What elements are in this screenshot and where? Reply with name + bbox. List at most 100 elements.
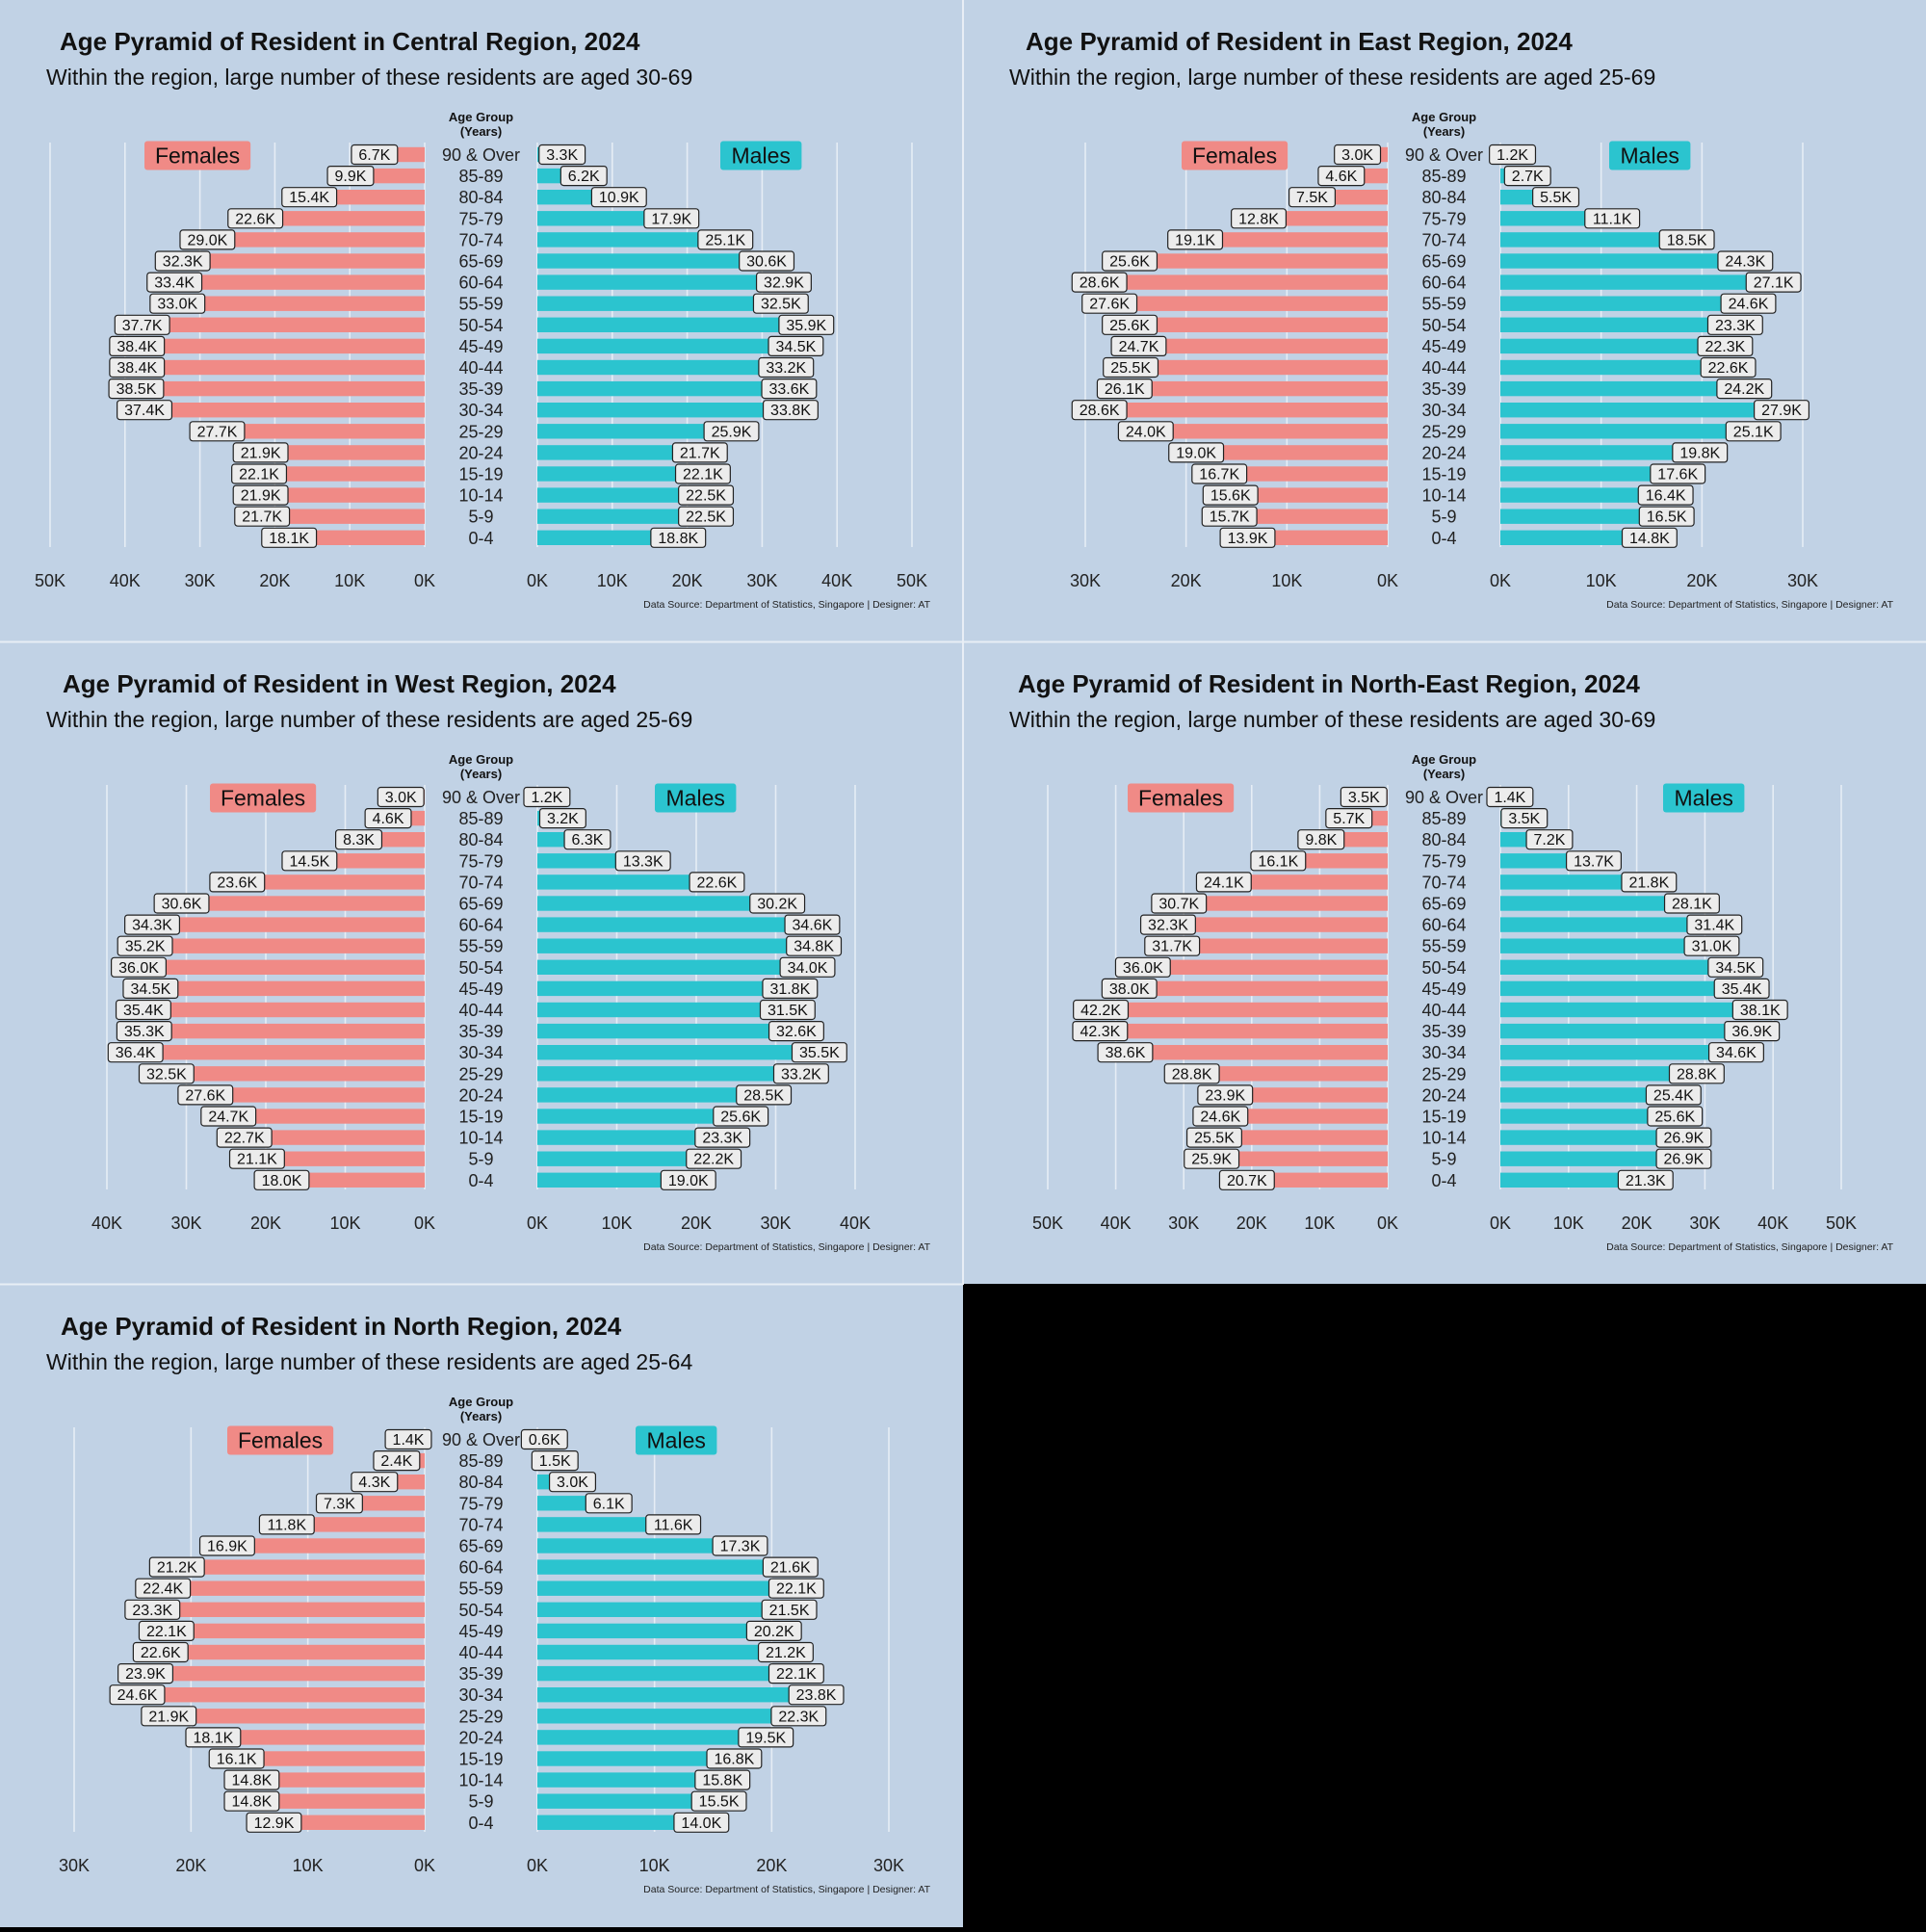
age-label-clip: 0-4 [1431, 1171, 1456, 1190]
age-category-label: 40-44 [458, 358, 503, 378]
male-value-label: 34.6K [793, 918, 833, 934]
male-value-box [523, 786, 571, 808]
female-bar [244, 1130, 425, 1145]
female-value-box [138, 1063, 195, 1084]
male-value-label: 22.3K [1705, 339, 1746, 355]
male-value-label: 25.1K [705, 232, 745, 248]
panel-east: Age Pyramid of Resident in East Region, … [963, 0, 1926, 641]
age-category-label: 45-49 [458, 1622, 503, 1641]
age-category-label: 25-29 [458, 422, 503, 441]
male-value-box [762, 978, 819, 1000]
male-value-box [768, 1578, 824, 1599]
male-bar [1500, 1023, 1753, 1039]
male-value-box [1525, 829, 1574, 850]
x-tick-label: 20K [1236, 1214, 1267, 1233]
x-tick-label: 20K [175, 1856, 206, 1875]
legend-males-swatch [720, 141, 802, 170]
age-category-label: 5-9 [468, 1792, 493, 1812]
female-value-box [253, 1169, 310, 1190]
male-value-label: 16.4K [1646, 488, 1686, 505]
male-value-box [1655, 1148, 1712, 1169]
female-value-label: 27.6K [185, 1087, 225, 1104]
age-label-clip: 30-34 [458, 1043, 503, 1062]
male-value-label: 31.8K [769, 981, 810, 998]
male-value-box [686, 1148, 742, 1169]
age-label-clip: 75-79 [1421, 851, 1466, 871]
male-value-box [560, 166, 608, 187]
male-value-label: 19.0K [668, 1173, 709, 1189]
female-bar [1100, 1023, 1388, 1039]
age-axis-title: Age Group [449, 752, 513, 767]
x-tick-label: 40K [1101, 1214, 1132, 1233]
age-label-clip: 75-79 [458, 851, 503, 871]
age-label-clip: 55-59 [458, 937, 503, 956]
age-label-clip: 20-24 [458, 1085, 503, 1105]
x-tick-label: 30K [1168, 1214, 1199, 1233]
x-tick-label: 20K [1686, 571, 1717, 590]
age-label-clip: 80-84 [458, 1473, 503, 1492]
age-category-label: 65-69 [458, 895, 503, 914]
female-value-box [179, 229, 236, 250]
male-value-box [1731, 999, 1788, 1021]
female-value-box [1191, 463, 1248, 484]
female-value-box [116, 1020, 172, 1042]
female-bar [1124, 380, 1388, 397]
male-value-label: 28.5K [743, 1087, 784, 1104]
age-label-clip: 15-19 [1421, 1108, 1466, 1127]
age-label-clip: 45-49 [458, 1622, 503, 1641]
male-value-box [1707, 956, 1764, 978]
female-value-box [326, 166, 375, 187]
age-label-clip: 70-74 [1421, 230, 1466, 249]
male-value-label: 24.6K [1729, 297, 1769, 313]
female-value-box [1288, 187, 1337, 208]
age-category-label: 25-29 [458, 1707, 503, 1726]
age-label-clip: 40-44 [1421, 358, 1466, 378]
female-bar [166, 1623, 425, 1639]
legend-males-label: Males [732, 144, 791, 169]
x-tick-label: 10K [329, 1214, 360, 1233]
female-bar [1145, 424, 1388, 439]
x-tick-label: 0K [527, 571, 548, 590]
x-tick-label: 30K [1787, 571, 1818, 590]
male-bar [1500, 296, 1749, 311]
male-bar [1500, 917, 1715, 932]
female-bar [174, 274, 425, 290]
female-value-label: 32.3K [163, 254, 203, 271]
age-category-label: 75-79 [458, 851, 503, 871]
male-value-box [678, 506, 735, 527]
female-bar [163, 1580, 426, 1596]
male-bar [537, 1665, 796, 1682]
x-tick-label: 50K [897, 571, 927, 590]
age-label-clip: 80-84 [1421, 188, 1466, 207]
male-value-label: 26.9K [1664, 1131, 1705, 1147]
male-value-box [538, 807, 586, 829]
age-category-label: 90 & Over [442, 145, 520, 165]
age-category-label: 70-74 [1421, 873, 1466, 892]
age-category-label: 15-19 [1421, 1108, 1466, 1127]
male-value-label: 35.9K [786, 318, 826, 334]
female-value-box [1097, 1042, 1154, 1063]
male-value-box [770, 1706, 827, 1727]
x-tick-label: 20K [672, 571, 703, 590]
female-value-label: 3.0K [385, 790, 417, 806]
male-value-box [1637, 484, 1694, 506]
male-value-box [671, 442, 728, 463]
chart-caption: Data Source: Department of Statistics, S… [643, 1884, 930, 1895]
female-bar [1195, 232, 1388, 248]
female-value-label: 29.0K [187, 232, 227, 248]
male-value-label: 19.8K [1679, 445, 1720, 461]
male-bar [537, 959, 808, 975]
female-bar [150, 980, 425, 997]
male-value-label: 2.7K [1512, 169, 1544, 185]
male-bar [1500, 317, 1735, 332]
x-tick-label: 0K [1377, 571, 1398, 590]
male-bar [1500, 1066, 1697, 1082]
male-bar [537, 1559, 791, 1575]
male-bar [537, 1751, 735, 1766]
x-tick-label: 20K [756, 1856, 787, 1875]
female-value-box [1334, 144, 1382, 166]
male-bar [537, 1172, 689, 1188]
female-value-box [281, 187, 338, 208]
female-value-label: 15.6K [1210, 488, 1251, 505]
male-value-box [1565, 850, 1622, 872]
